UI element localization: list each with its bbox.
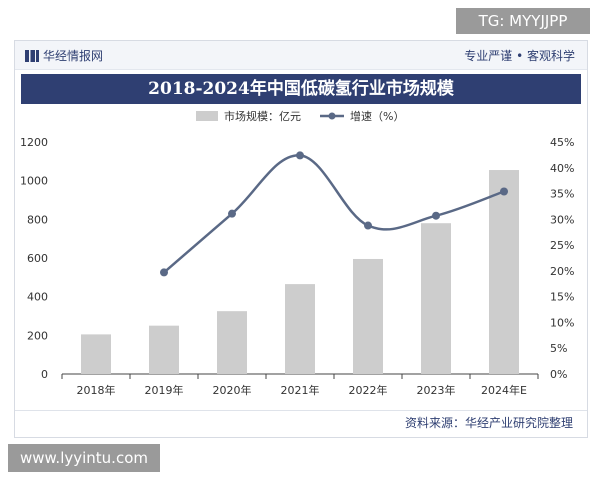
watermark-bottom: www.lyyintu.com — [8, 444, 160, 472]
bar — [81, 334, 111, 374]
x-tick-label: 2023年 — [417, 383, 456, 397]
growth-point — [296, 151, 304, 160]
bar — [489, 170, 519, 374]
y-left-tick-label: 1000 — [20, 175, 48, 188]
y-right-tick-label: 35% — [550, 188, 574, 201]
x-tick-label: 2024年E — [481, 383, 527, 397]
brand-bar: 华经情报网 专业严谨 • 客观科学 — [15, 41, 587, 70]
legend-bar-label: 市场规模：亿元 — [224, 109, 301, 123]
y-left-tick-label: 600 — [27, 252, 48, 265]
source-note: 资料来源：华经产业研究院整理 — [404, 416, 573, 430]
y-right-tick-label: 30% — [550, 213, 574, 226]
growth-point — [364, 221, 372, 230]
growth-point — [500, 187, 508, 196]
y-left-tick-label: 1200 — [20, 136, 48, 149]
y-right-tick-label: 10% — [550, 316, 574, 329]
y-right-tick-label: 45% — [550, 136, 574, 149]
brand-name: 华经情报网 — [43, 49, 104, 63]
bar — [285, 284, 315, 374]
bar — [217, 311, 247, 374]
growth-line — [163, 154, 505, 274]
y-left-tick-label: 400 — [27, 291, 48, 304]
y-left-tick-label: 200 — [27, 329, 48, 342]
growth-point — [160, 268, 168, 277]
x-tick-label: 2020年 — [213, 383, 252, 397]
growth-point — [228, 209, 236, 218]
y-right-tick-label: 25% — [550, 239, 574, 252]
legend-line-marker — [328, 112, 336, 120]
y-left-tick-label: 0 — [41, 368, 48, 381]
y-right-tick-label: 20% — [550, 265, 574, 278]
watermark-top: TG: MYYJJPP — [456, 8, 590, 34]
x-tick-label: 2022年 — [349, 383, 388, 397]
y-right-tick-label: 0% — [550, 368, 567, 381]
bar — [421, 223, 451, 374]
x-tick-label: 2021年 — [281, 383, 320, 397]
y-left-tick-label: 800 — [27, 213, 48, 226]
growth-point — [432, 211, 440, 220]
legend-line-label: 增速（%） — [350, 109, 404, 123]
brand: 华经情报网 — [25, 47, 103, 64]
y-right-tick-label: 5% — [550, 342, 567, 355]
bar — [149, 325, 179, 374]
bar — [353, 258, 383, 374]
slogan: 专业严谨 • 客观科学 — [464, 49, 575, 63]
y-right-tick-label: 15% — [550, 291, 574, 304]
source-divider — [15, 410, 587, 411]
brand-logo-icon — [25, 50, 39, 62]
x-tick-label: 2019年 — [145, 383, 184, 397]
x-tick-label: 2018年 — [77, 383, 116, 397]
legend-bar-swatch — [196, 111, 218, 121]
y-right-tick-label: 40% — [550, 162, 574, 175]
chart-title: 2018-2024年中国低碳氢行业市场规模 — [21, 74, 581, 104]
